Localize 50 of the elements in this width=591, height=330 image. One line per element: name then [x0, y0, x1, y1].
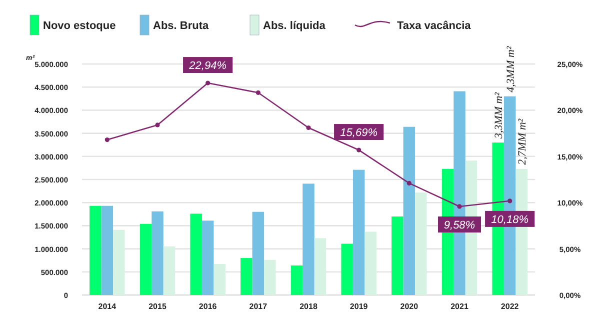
x-tick-label: 2019 — [350, 302, 368, 311]
point — [306, 125, 311, 130]
bar — [202, 220, 214, 295]
bar — [415, 192, 427, 295]
bar — [290, 265, 303, 295]
x-tick-label: 2017 — [249, 302, 268, 311]
point — [155, 122, 160, 128]
bar — [264, 260, 276, 295]
data-label: 22,94% — [188, 60, 227, 72]
annotation: 4,3MM m² — [504, 46, 517, 92]
bar — [392, 216, 404, 295]
bar — [403, 126, 416, 295]
data-label: 10,18% — [491, 214, 529, 226]
x-tick-label: 2018 — [300, 302, 318, 311]
legend-label: Abs. Bruta — [153, 20, 210, 32]
bar — [101, 206, 114, 295]
point — [356, 148, 362, 152]
x-tick-label: 2015 — [148, 302, 167, 311]
bar — [113, 230, 125, 295]
x-tick-label: 2022 — [500, 302, 520, 311]
bar — [240, 258, 252, 295]
data-label: 9,58% — [444, 219, 476, 232]
annotation: 3,3MM m² — [493, 92, 506, 140]
bar — [214, 264, 226, 295]
bar — [140, 224, 152, 295]
x-tick-label: 2021 — [450, 302, 469, 311]
bar — [252, 212, 264, 295]
point — [206, 80, 210, 86]
bar — [152, 211, 164, 295]
legend-label: Taxa vacância — [397, 20, 472, 32]
bar — [163, 246, 176, 295]
point — [457, 204, 462, 209]
point — [406, 180, 412, 186]
bar — [190, 214, 202, 295]
point — [256, 90, 260, 95]
bar — [90, 206, 102, 295]
bar — [341, 244, 353, 295]
x-tick-label: 2016 — [198, 302, 218, 311]
annotation: 2,7MM m² — [516, 118, 529, 165]
legend-label: Abs. líquida — [263, 20, 326, 32]
bar — [364, 232, 376, 295]
bar — [314, 238, 326, 295]
bar — [352, 170, 365, 295]
x-tick-label: 2014 — [98, 302, 117, 311]
data-label: 15,69% — [340, 127, 378, 140]
x-tick-label: 2020 — [400, 302, 419, 311]
point — [104, 137, 110, 142]
point — [508, 198, 512, 204]
legend-label: Novo estoque — [43, 20, 116, 32]
bar — [302, 184, 314, 295]
